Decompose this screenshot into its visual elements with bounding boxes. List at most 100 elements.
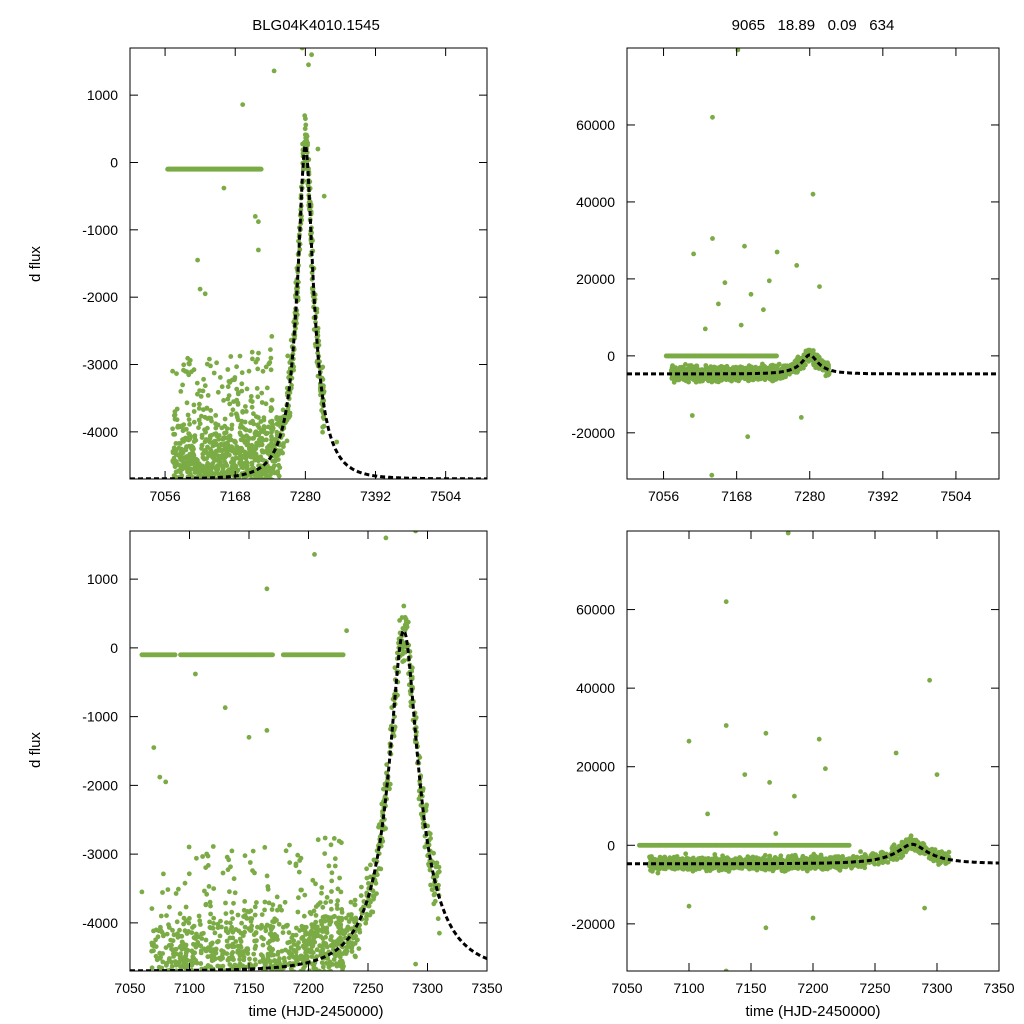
data-point [170,449,176,454]
data-point [232,505,237,510]
data-point [239,448,245,454]
data-point [823,373,829,379]
data-point [212,974,217,979]
data-point [293,932,299,938]
data-point [170,947,176,953]
data-point [403,619,409,625]
data-point [222,987,227,992]
data-point [262,907,267,913]
data-point [218,977,223,982]
data-point [229,909,235,915]
data-point [164,1008,169,1013]
data-point [205,460,211,466]
data-point [200,451,206,457]
data-point [258,925,264,931]
outlier-point [222,705,228,711]
data-point [400,626,406,631]
panel-title-top-right: 9065 18.89 0.09 634 [732,17,895,34]
data-point [188,493,193,498]
data-point [185,355,191,361]
data-point [279,907,284,913]
data-point [179,458,185,463]
data-point [196,496,201,501]
data-point [207,439,213,445]
data-point [179,466,184,472]
data-point [218,509,223,514]
data-point [172,481,177,486]
data-point [324,989,329,994]
data-point [280,407,286,413]
data-point [217,462,223,467]
data-point [206,489,211,494]
data-point [192,463,198,468]
data-point [231,900,236,906]
data-point [174,417,180,423]
data-point [681,377,687,382]
data-point [171,512,176,517]
data-point [200,508,205,513]
data-point [295,909,301,915]
data-point [355,937,360,943]
data-point [194,501,199,506]
data-point [157,956,163,961]
data-point [220,963,226,969]
data-point [333,953,338,959]
panel-bottom-right: 7050 7100 7150 7200 7250 7300 7350-20000020000… [571,530,1015,996]
data-point [212,495,217,500]
data-point [224,509,229,514]
data-point [357,929,363,935]
data-point [187,497,192,502]
data-point [230,407,236,413]
data-point [262,449,268,454]
data-point [274,917,279,923]
data-point [162,991,167,996]
data-point [274,933,280,939]
data-point [314,954,319,960]
data-point [152,974,157,979]
data-point [202,470,208,476]
data-point [221,435,226,441]
y-tick-label: -4000 [82,424,118,440]
data-point [212,519,217,524]
data-point [186,361,192,366]
data-point [185,506,190,511]
data-point [264,976,269,981]
data-point [223,972,228,977]
y-tick-label: 0 [110,154,118,170]
data-point [165,979,170,984]
data-point [164,960,170,966]
data-point [266,494,271,499]
data-point [156,928,162,934]
data-point [260,942,266,948]
data-point [178,450,184,456]
data-point [223,928,229,934]
data-point [280,987,285,992]
data-point [151,990,156,995]
data-point [218,456,224,461]
data-point [249,483,254,488]
data-point [222,989,227,994]
data-point [341,963,346,969]
data-point [239,518,244,523]
data-point [326,863,332,869]
data-point [206,501,211,506]
data-point [210,479,215,484]
data-point [187,491,192,496]
data-point [203,901,209,907]
outlier-point [240,102,246,107]
plot-area [627,531,999,971]
data-point [202,506,207,511]
data-point [274,481,279,486]
data-point [335,886,341,892]
data-point [234,444,240,449]
outlier-point [202,291,208,297]
data-point [246,444,252,450]
data-point [253,498,258,503]
data-point [211,497,216,502]
y-tick-label: 40000 [576,194,615,210]
data-point [225,944,231,950]
data-point [238,458,244,463]
data-point [191,537,196,542]
data-point [323,934,328,940]
data-point [336,941,342,947]
